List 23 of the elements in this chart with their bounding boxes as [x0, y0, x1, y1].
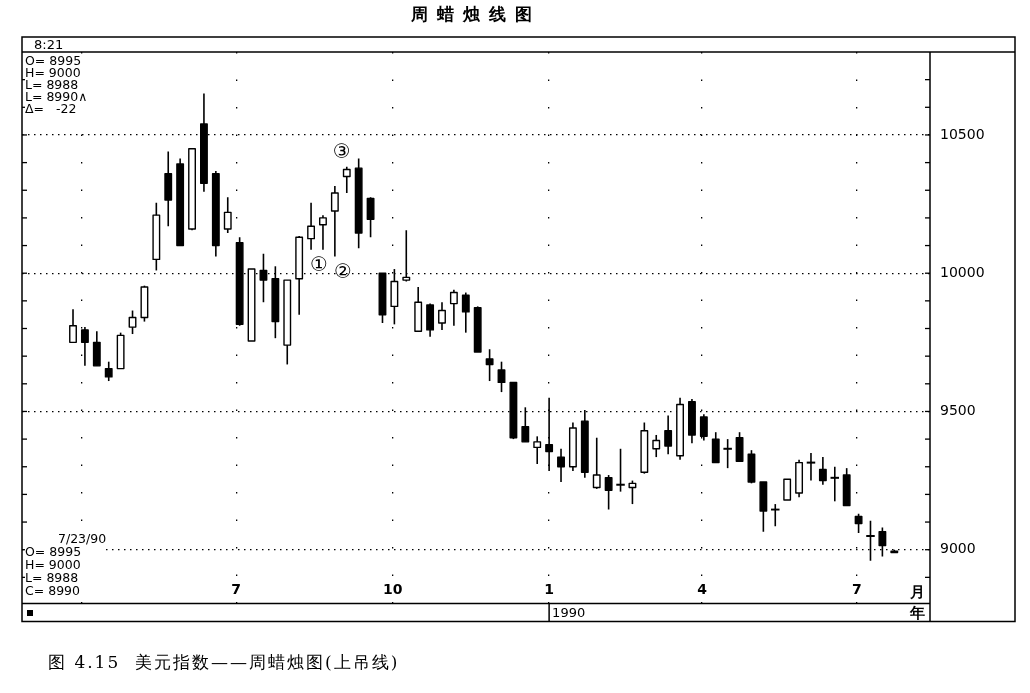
x-tick-label: 4	[697, 580, 708, 597]
x-tick-label: 7	[231, 580, 242, 597]
y-tick-label: 10500	[940, 125, 985, 142]
x-tick-label: 1	[544, 580, 554, 597]
chart-title: 周蜡烛线图	[410, 3, 542, 26]
caption: 图 4.15 美元指数——周蜡烛图(上吊线)	[48, 651, 400, 672]
candlestick	[770, 503, 781, 528]
x-axis-title: 月	[910, 582, 925, 601]
y-tick-label: 10000	[940, 263, 985, 280]
candlestick	[722, 438, 733, 469]
annotation: 8:21	[34, 37, 64, 52]
y-tick-label: 9000	[940, 540, 976, 557]
annotation: ①	[310, 251, 329, 276]
x-tick-label: 10	[382, 580, 403, 597]
annotation: ②	[333, 258, 352, 283]
candlestick	[615, 447, 626, 493]
annotation: 年	[910, 603, 925, 622]
annotation: ③	[332, 138, 351, 163]
y-tick-label: 9500	[940, 402, 976, 419]
annotation: O= 8995 H= 9000 L= 8988 L= 8990∧ Δ= -22	[25, 53, 88, 116]
annotation: 7/23/90 O= 8995 H= 9000 L= 8988 C= 8990	[25, 530, 107, 598]
x-tick-label: 7	[852, 580, 862, 597]
annotation: 1990	[552, 604, 586, 621]
